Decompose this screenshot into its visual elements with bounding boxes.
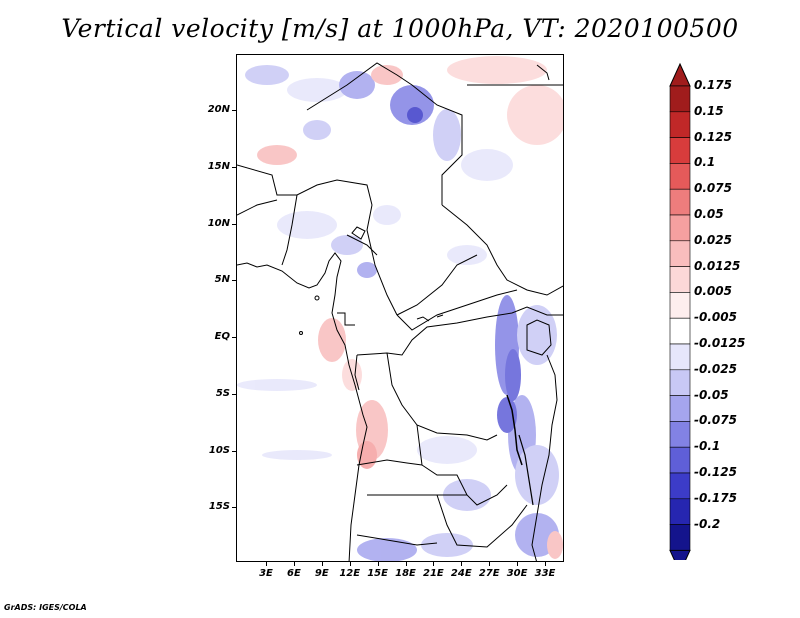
colorbar-level-label: -0.175 (694, 490, 737, 505)
colorbar-swatch (669, 369, 691, 396)
colorbar-bottom-arrow (669, 549, 691, 560)
colorbar-swatch (669, 524, 691, 551)
colorbar-level-label: -0.05 (694, 387, 729, 402)
lon-tick-mark (461, 562, 463, 566)
colorbar-swatch (669, 446, 691, 474)
lon-tick-label: 3E (259, 568, 273, 579)
lon-tick-label: 21E (423, 568, 444, 579)
lon-tick-mark (321, 562, 323, 566)
lat-tick-label: 5N (214, 274, 230, 286)
lon-tick-label: 12E (339, 568, 361, 579)
colorbar-swatch (669, 266, 691, 293)
colorbar-swatch (669, 292, 691, 319)
lat-tick-label: 20N (207, 104, 230, 115)
lon-tick-label: 24E (450, 568, 472, 579)
lon-tick-mark (433, 562, 435, 566)
lat-tick-mark (232, 507, 236, 509)
colorbar (669, 62, 691, 560)
colorbar-swatch (669, 214, 691, 242)
colorbar-level-label: -0.0125 (694, 336, 746, 350)
lon-tick-mark (545, 562, 546, 566)
colorbar-level-label: 0.075 (694, 181, 732, 196)
map-canvas (237, 56, 563, 561)
colorbar-top-arrow (669, 62, 691, 87)
lon-tick-mark (405, 562, 407, 566)
lon-tick-label: 6E (286, 568, 301, 579)
lat-tick-mark (232, 110, 236, 111)
colorbar-level-label: 0.1 (694, 155, 716, 170)
lon-tick-label: 15E (367, 568, 388, 579)
colorbar-level-label: -0.075 (694, 413, 737, 428)
colorbar-swatch (669, 343, 691, 371)
chart-title: Vertical velocity [m/s] at 1000hPa, VT: … (61, 14, 739, 43)
colorbar-level-label: -0.125 (694, 465, 737, 479)
colorbar-level-label: -0.2 (694, 516, 721, 531)
lat-tick-label: 10S (208, 444, 230, 456)
lat-tick-label: EQ (214, 331, 230, 342)
lon-tick-mark (266, 562, 267, 566)
lon-tick-mark (489, 562, 491, 566)
colorbar-swatch (669, 395, 691, 422)
lon-tick-mark (293, 562, 295, 566)
footer-credit: GrADS: IGES/COLA (4, 603, 87, 612)
lon-tick-label: 9E (314, 568, 329, 579)
lat-tick-mark (232, 393, 236, 395)
lon-tick-mark (349, 562, 351, 566)
colorbar-swatch (669, 240, 691, 267)
colorbar-swatch (669, 317, 691, 345)
lat-tick-mark (232, 166, 236, 168)
lat-tick-mark (232, 337, 236, 338)
lon-tick-label: 30E (506, 568, 528, 579)
lon-tick-label: 27E (478, 568, 500, 579)
velocity-field (237, 56, 563, 561)
lat-tick-label: 10N (207, 217, 230, 229)
country-borders (237, 62, 563, 561)
colorbar-level-label: 0.005 (694, 284, 732, 299)
colorbar-swatch (669, 472, 691, 500)
colorbar-swatch (669, 85, 691, 113)
colorbar-level-label: 0.025 (694, 232, 732, 247)
lat-tick-mark (232, 223, 236, 225)
colorbar-level-label: 0.15 (694, 103, 724, 118)
colorbar-swatch (669, 111, 691, 138)
colorbar-swatch (669, 137, 691, 164)
colorbar-swatch (669, 498, 691, 525)
lat-tick-mark (232, 280, 236, 282)
colorbar-level-label: 0.175 (694, 78, 732, 92)
colorbar-level-label: -0.025 (694, 361, 737, 376)
colorbar-swatch (669, 163, 691, 190)
lat-tick-mark (232, 450, 236, 452)
lat-tick-label: 5S (215, 387, 230, 399)
lat-tick-label: 15N (207, 160, 230, 172)
colorbar-level-label: 0.0125 (694, 258, 741, 273)
lon-tick-label: 18E (395, 568, 416, 579)
colorbar-swatch (669, 421, 691, 448)
colorbar-level-label: 0.125 (694, 129, 732, 144)
colorbar-level-label: -0.1 (694, 439, 721, 454)
lat-tick-label: 15S (208, 501, 230, 513)
lon-tick-label: 33E (534, 568, 556, 579)
map-panel (236, 54, 564, 562)
colorbar-swatch (669, 188, 691, 216)
lon-tick-mark (517, 562, 519, 566)
colorbar-level-label: 0.05 (694, 207, 724, 221)
colorbar-level-label: -0.005 (694, 310, 737, 325)
lon-tick-mark (377, 562, 379, 566)
